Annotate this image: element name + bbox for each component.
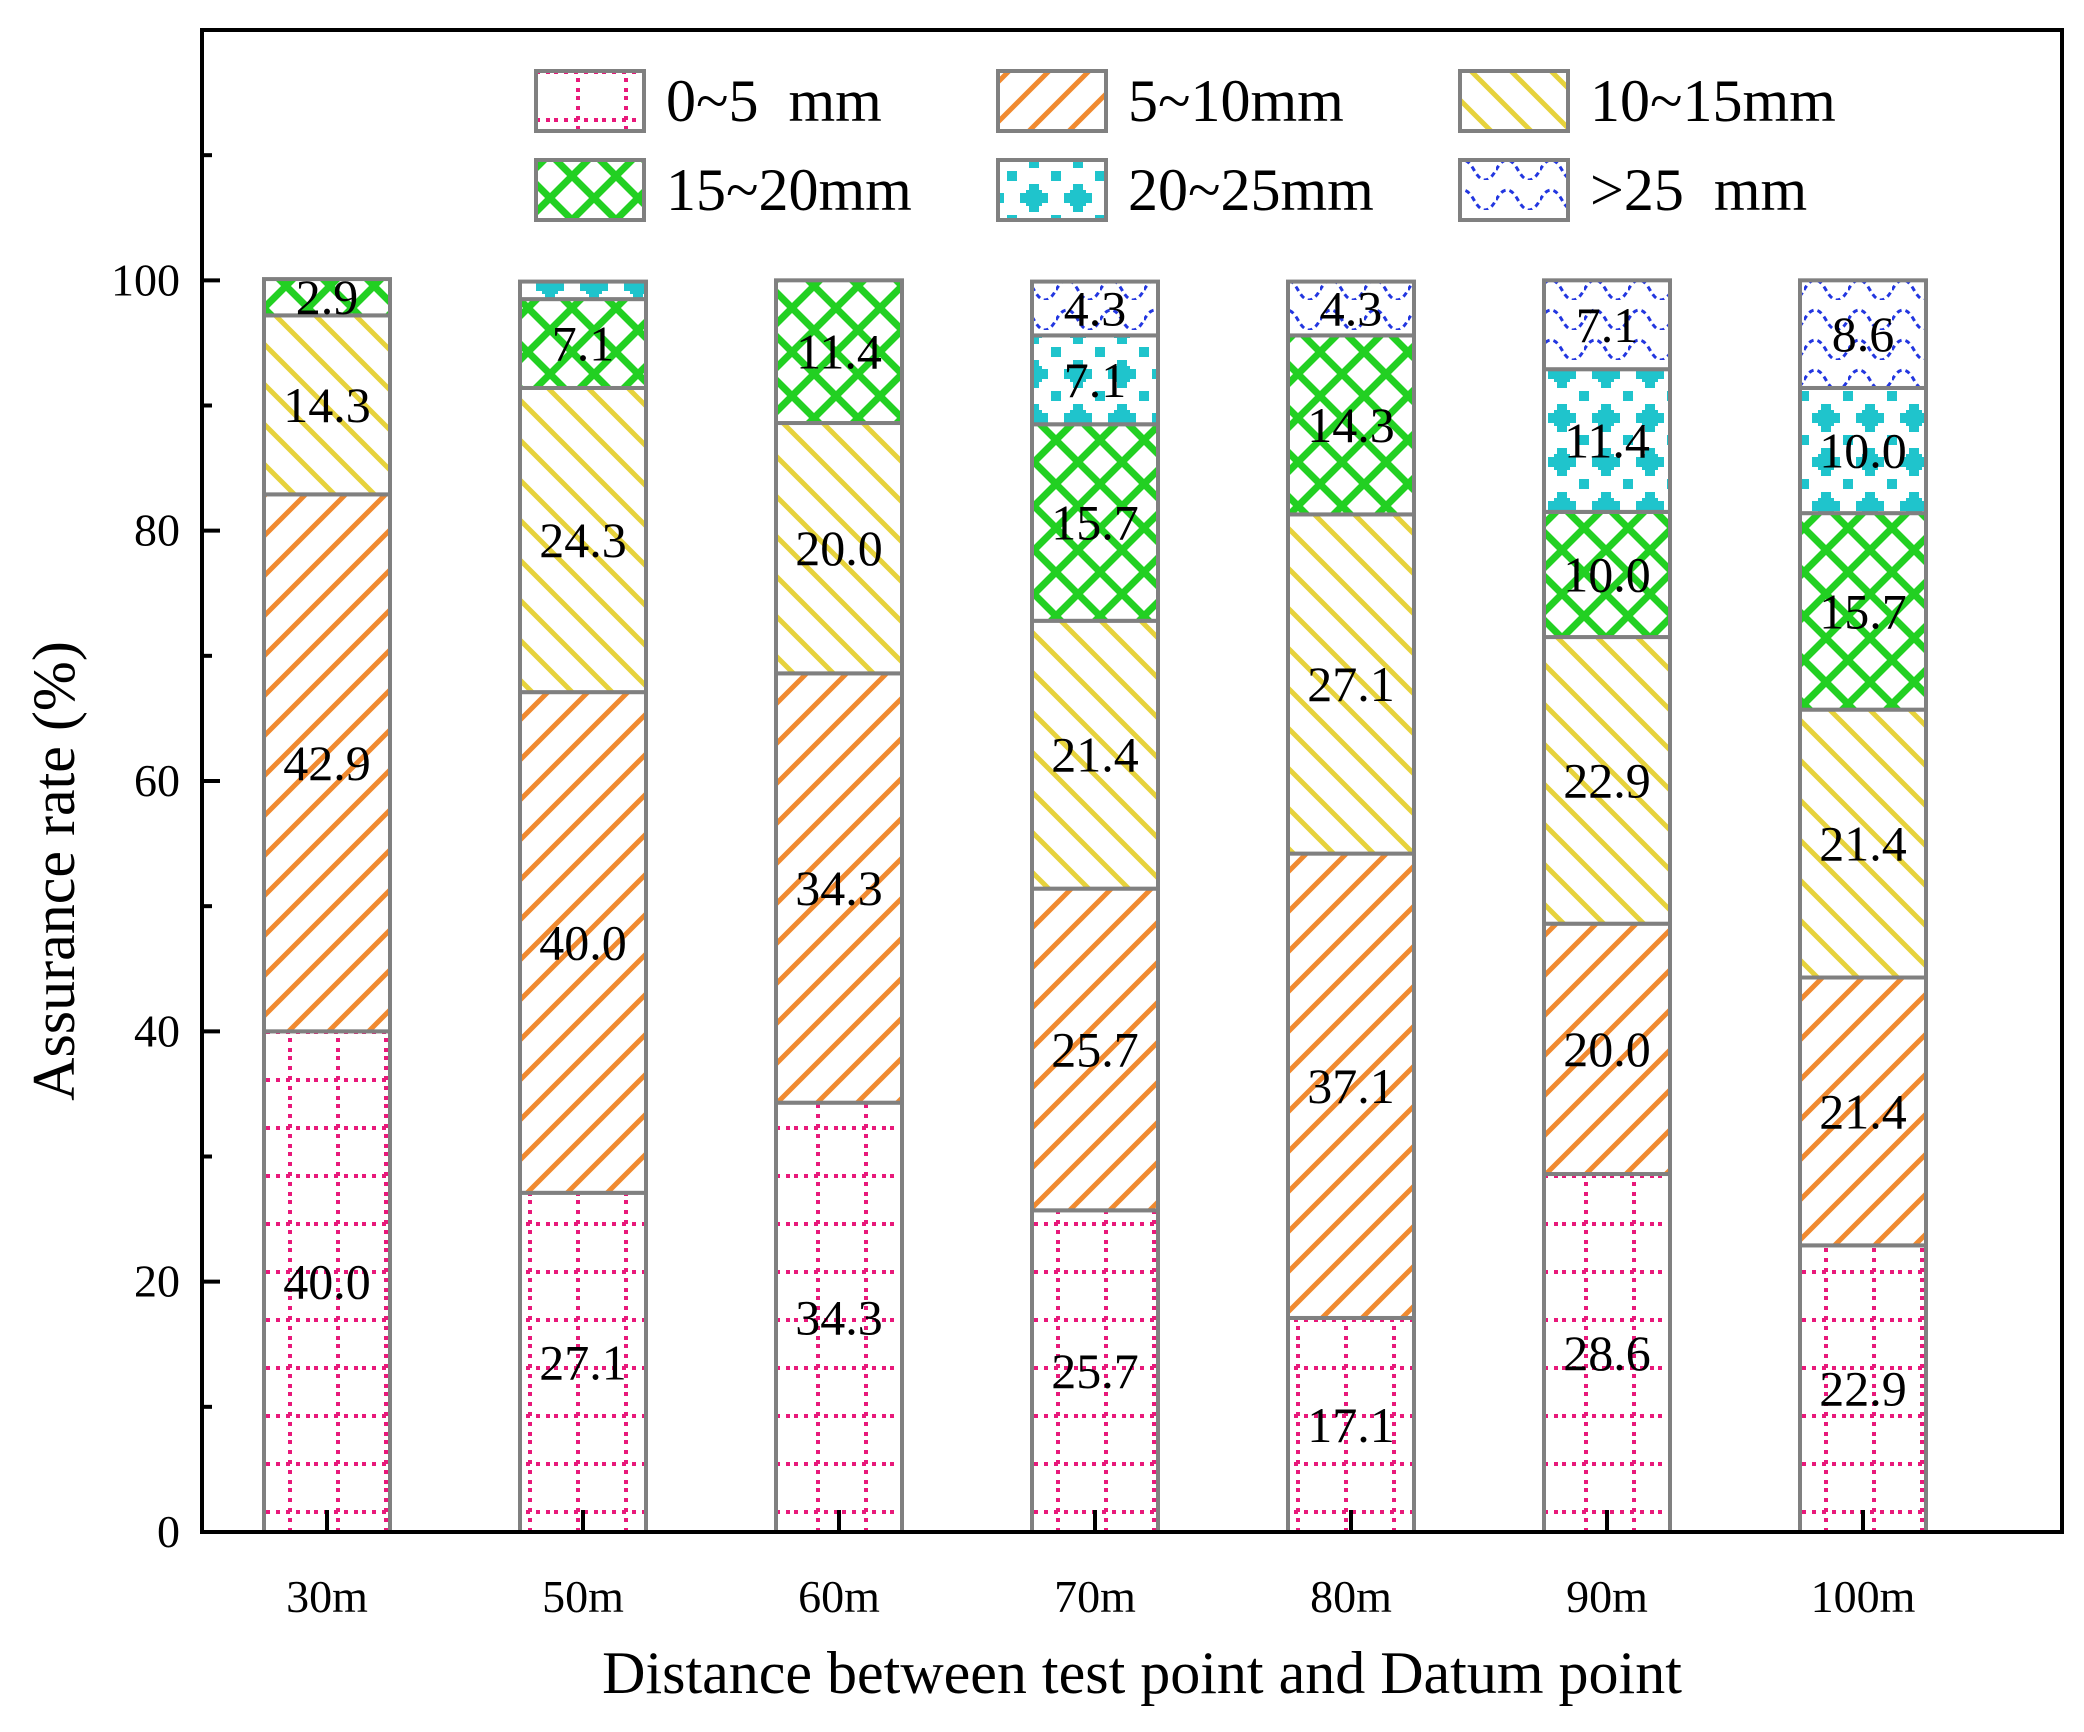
- data-label-80m-15-20mm: 14.3: [1307, 397, 1395, 453]
- bar-segment-30m-5-10mm: [262, 492, 392, 1034]
- data-label-50m-10-15mm: 24.3: [539, 512, 627, 568]
- bar-segment-100m-25-mm: [1798, 278, 1928, 390]
- data-label-70m-0-5-mm: 25.7: [1051, 1343, 1139, 1399]
- x-tick-label-60m: 60m: [798, 1571, 880, 1622]
- data-label-50m-15-20mm: 7.1: [552, 316, 615, 372]
- data-label-100m-0-5-mm: 22.9: [1819, 1361, 1907, 1417]
- legend-swatch-25-mm: [1458, 158, 1570, 222]
- data-label-30m-5-10mm: 42.9: [283, 735, 371, 791]
- data-label-90m-5-10mm: 20.0: [1563, 1021, 1651, 1077]
- data-label-60m-5-10mm: 34.3: [795, 860, 883, 916]
- legend-swatch-15-20mm: [534, 158, 646, 222]
- y-tick-label-60: 60: [134, 755, 180, 806]
- bar-segment-70m-5-10mm: [1030, 886, 1160, 1213]
- y-axis-title: Assurance rate (%): [21, 641, 87, 1101]
- bar-segment-100m-0-5-mm: [1798, 1243, 1928, 1534]
- y-tick-label-40: 40: [134, 1005, 180, 1056]
- bar-segment-50m-5-10mm: [518, 690, 648, 1195]
- data-label-100m-20-25mm: 10.0: [1819, 423, 1907, 479]
- data-label-70m-25-mm: 4.3: [1064, 280, 1127, 336]
- data-label-30m-10-15mm: 14.3: [283, 377, 371, 433]
- legend-item-5-10mm: 5~10mm: [996, 68, 1344, 134]
- x-tick-label-70m: 70m: [1054, 1571, 1136, 1622]
- x-tick-label-30m: 30m: [286, 1571, 368, 1622]
- legend-swatch-0-5-mm: [534, 69, 646, 133]
- bar-segment-90m-25-mm: [1542, 278, 1672, 372]
- bar-segment-80m-25-mm: [1286, 279, 1416, 338]
- data-label-90m-10-15mm: 22.9: [1563, 752, 1651, 808]
- legend-item-10-15mm: 10~15mm: [1458, 68, 1836, 134]
- data-label-70m-15-20mm: 15.7: [1051, 495, 1139, 551]
- legend-label-25-mm: >25 mm: [1590, 157, 1807, 223]
- bar-segment-90m-20-25mm: [1542, 367, 1672, 514]
- legend-label-15-20mm: 15~20mm: [666, 157, 912, 223]
- x-axis-title: Distance between test point and Datum po…: [602, 1640, 1682, 1706]
- y-tick-label-0: 0: [157, 1506, 180, 1557]
- data-label-30m-0-5-mm: 40.0: [283, 1254, 371, 1310]
- bar-segment-30m-15-20mm: [262, 277, 392, 318]
- bar-segment-70m-15-20mm: [1030, 422, 1160, 623]
- data-label-90m-0-5-mm: 28.6: [1563, 1325, 1651, 1381]
- data-label-70m-20-25mm: 7.1: [1064, 352, 1127, 408]
- x-tick-label-50m: 50m: [542, 1571, 624, 1622]
- legend-swatch-5-10mm: [996, 69, 1108, 133]
- legend-swatch-20-25mm: [996, 158, 1108, 222]
- bar-segment-60m-0-5-mm: [774, 1100, 904, 1534]
- legend-item-15-20mm: 15~20mm: [534, 157, 912, 223]
- legend-label-10-15mm: 10~15mm: [1590, 68, 1836, 134]
- data-label-50m-5-10mm: 40.0: [539, 914, 627, 970]
- bar-segment-60m-15-20mm: [774, 278, 904, 426]
- data-label-100m-15-20mm: 15.7: [1819, 583, 1907, 639]
- bar-segment-80m-10-15mm: [1286, 512, 1416, 856]
- data-label-90m-25-mm: 7.1: [1576, 297, 1639, 353]
- bar-segment-80m-15-20mm: [1286, 333, 1416, 517]
- data-label-60m-10-15mm: 20.0: [795, 520, 883, 576]
- data-label-50m-0-5-mm: 27.1: [539, 1334, 627, 1390]
- bar-segment-50m-20-25mm: [518, 279, 648, 302]
- y-tick-label-80: 80: [134, 505, 180, 556]
- data-label-100m-10-15mm: 21.4: [1819, 816, 1907, 872]
- bar-segment-70m-25-mm: [1030, 279, 1160, 338]
- legend-label-20-25mm: 20~25mm: [1128, 157, 1374, 223]
- data-label-60m-0-5-mm: 34.3: [795, 1289, 883, 1345]
- bar-segment-90m-10-15mm: [1542, 635, 1672, 926]
- x-tick-label-100m: 100m: [1811, 1571, 1916, 1622]
- bar-segment-30m-0-5-mm: [262, 1029, 392, 1535]
- legend-item-20-25mm: 20~25mm: [996, 157, 1374, 223]
- bar-segment-90m-15-20mm: [1542, 509, 1672, 640]
- bar-segment-100m-10-15mm: [1798, 707, 1928, 980]
- data-label-70m-5-10mm: 25.7: [1051, 1021, 1139, 1077]
- data-label-80m-25-mm: 4.3: [1320, 280, 1383, 336]
- bar-segment-70m-0-5-mm: [1030, 1208, 1160, 1534]
- bar-segment-50m-10-15mm: [518, 385, 648, 695]
- data-label-90m-15-20mm: 10.0: [1563, 546, 1651, 602]
- data-label-80m-0-5-mm: 17.1: [1307, 1397, 1395, 1453]
- legend-label-0-5-mm: 0~5 mm: [666, 68, 882, 134]
- legend: 0~5 mm 5~10mm 10~15mm 15~20mm 20~25mm >25 mm: [534, 68, 1836, 223]
- data-label-80m-5-10mm: 37.1: [1307, 1058, 1395, 1114]
- legend-item-25-mm: >25 mm: [1458, 157, 1807, 223]
- x-tick-label-80m: 80m: [1310, 1571, 1392, 1622]
- bar-segment-100m-15-20mm: [1798, 511, 1928, 712]
- data-label-100m-25-mm: 8.6: [1832, 306, 1895, 362]
- bar-segment-60m-10-15mm: [774, 421, 904, 676]
- x-tick-label-90m: 90m: [1566, 1571, 1648, 1622]
- data-label-80m-10-15mm: 27.1: [1307, 656, 1395, 712]
- legend-item-0-5-mm: 0~5 mm: [534, 68, 882, 134]
- data-label-70m-10-15mm: 21.4: [1051, 727, 1139, 783]
- legend-label-5-10mm: 5~10mm: [1128, 68, 1344, 134]
- bar-segment-70m-10-15mm: [1030, 618, 1160, 891]
- bar-segment-90m-5-10mm: [1542, 921, 1672, 1177]
- y-tick-label-100: 100: [111, 254, 180, 305]
- legend-swatch-10-15mm: [1458, 69, 1570, 133]
- data-label-100m-5-10mm: 21.4: [1819, 1083, 1907, 1139]
- data-label-60m-15-20mm: 11.4: [796, 324, 882, 380]
- y-tick-label-20: 20: [134, 1256, 180, 1307]
- data-label-30m-15-20mm: 2.9: [296, 269, 359, 325]
- data-label-90m-20-25mm: 11.4: [1564, 413, 1650, 469]
